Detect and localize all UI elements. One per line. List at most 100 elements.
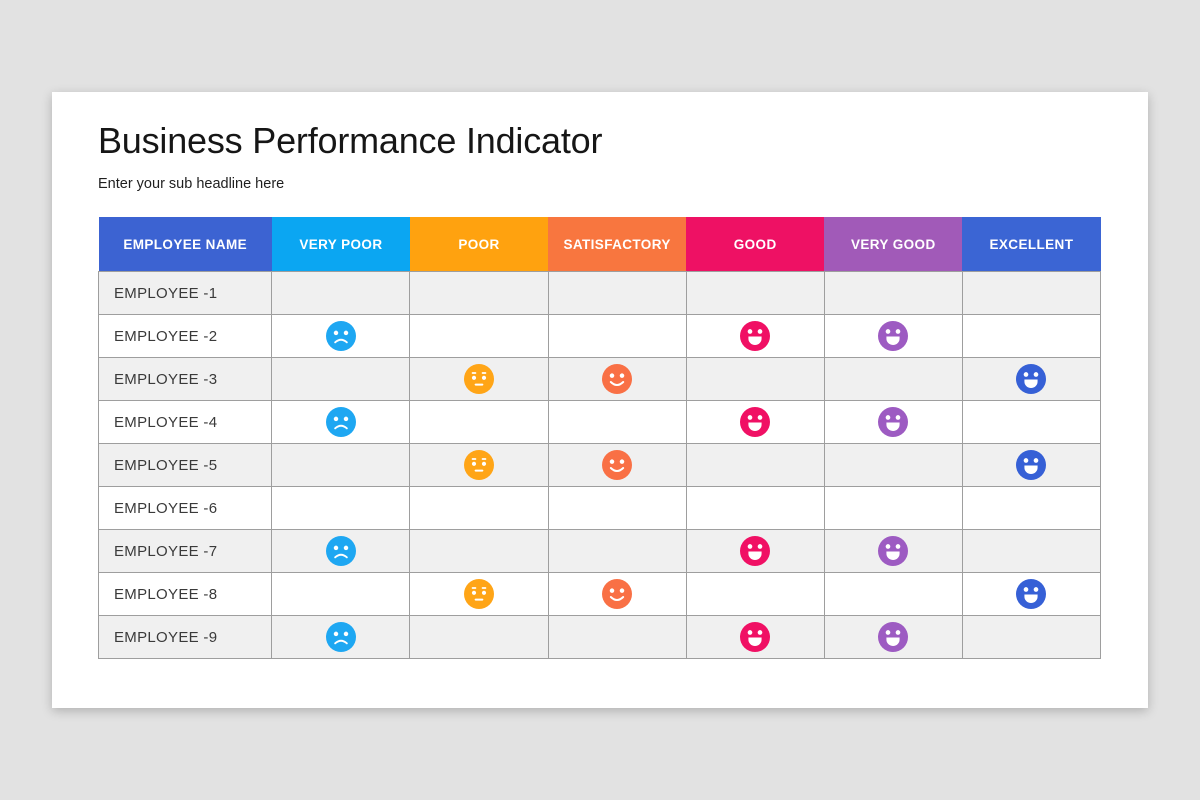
rating-cell-very_poor: [271, 529, 411, 573]
rating-cell-good: [685, 271, 825, 315]
page-subtitle: Enter your sub headline here: [98, 176, 285, 192]
rating-cell-good: [685, 572, 825, 616]
sad-face-icon: [325, 536, 356, 566]
rating-cell-satisfactory: [547, 486, 687, 530]
page-title: Business Performance Indicator: [98, 120, 603, 161]
grinning-face-icon: [740, 536, 771, 566]
rating-cell-satisfactory: [547, 357, 687, 401]
column-header-satisfactory: SATISFACTORY: [548, 217, 687, 272]
grinning-face-icon: [1016, 364, 1047, 394]
rating-cell-very_good: [823, 615, 963, 659]
neutral-face-icon: [464, 450, 494, 480]
rating-cell-satisfactory: [547, 529, 687, 573]
employee-name-cell: EMPLOYEE -7: [97, 529, 273, 573]
rating-cell-good: [685, 615, 825, 659]
column-header-very_good: VERY GOOD: [824, 217, 963, 272]
rating-cell-excellent: [961, 572, 1102, 616]
rating-cell-good: [685, 529, 825, 573]
rating-cell-excellent: [961, 486, 1102, 530]
rating-cell-poor: [409, 615, 549, 659]
employee-name-cell: EMPLOYEE -9: [97, 615, 273, 659]
rating-cell-very_poor: [271, 486, 411, 530]
grinning-face-icon: [878, 407, 909, 437]
grinning-face-icon: [1016, 450, 1047, 480]
rating-cell-very_good: [823, 314, 963, 358]
rating-cell-poor: [409, 400, 549, 444]
rating-cell-very_good: [823, 400, 963, 444]
rating-cell-excellent: [961, 400, 1102, 444]
rating-cell-satisfactory: [547, 615, 687, 659]
slide-content: Business Performance Indicator Enter you…: [52, 92, 1148, 659]
grinning-face-icon: [878, 536, 909, 566]
rating-cell-very_good: [823, 486, 963, 530]
rating-cell-satisfactory: [547, 443, 687, 487]
rating-cell-poor: [409, 357, 549, 401]
rating-cell-poor: [409, 486, 549, 530]
rating-cell-very_good: [823, 357, 963, 401]
grinning-face-icon: [1016, 579, 1047, 609]
grinning-face-icon: [740, 407, 771, 437]
smiley-face-icon: [602, 450, 633, 480]
employee-name-cell: EMPLOYEE -4: [97, 400, 273, 444]
employee-name-cell: EMPLOYEE -5: [97, 443, 273, 487]
table-row: EMPLOYEE -3: [97, 357, 1102, 401]
rating-cell-satisfactory: [547, 572, 687, 616]
rating-cell-very_poor: [271, 572, 411, 616]
rating-cell-very_poor: [271, 314, 411, 358]
rating-cell-poor: [409, 572, 549, 616]
performance-table: EMPLOYEE NAME VERY POOR POOR SATISFACTORY GO…: [97, 217, 1102, 659]
neutral-face-icon: [464, 579, 494, 609]
rating-cell-very_good: [823, 529, 963, 573]
table-row: EMPLOYEE -7: [97, 529, 1102, 573]
rating-cell-satisfactory: [547, 271, 687, 315]
slide-card: Business Performance Indicator Enter you…: [52, 92, 1148, 708]
table-row: EMPLOYEE -4: [97, 400, 1102, 444]
column-header-good: GOOD: [686, 217, 825, 272]
rating-cell-poor: [409, 271, 549, 315]
table-header-row: EMPLOYEE NAME VERY POOR POOR SATISFACTORY GO…: [98, 217, 1101, 272]
table-row: EMPLOYEE -2: [97, 314, 1102, 358]
rating-cell-poor: [409, 314, 549, 358]
rating-cell-very_poor: [271, 271, 411, 315]
table-body: EMPLOYEE -1 EMPLOYEE -2 EMPLOYEE -3 EMPLOYE…: [97, 271, 1102, 659]
grinning-face-icon: [878, 321, 909, 351]
rating-cell-good: [685, 443, 825, 487]
rating-cell-excellent: [961, 271, 1102, 315]
employee-name-cell: EMPLOYEE -3: [97, 357, 273, 401]
table-row: EMPLOYEE -9: [97, 615, 1102, 659]
grinning-face-icon: [740, 321, 771, 351]
rating-cell-poor: [409, 443, 549, 487]
sad-face-icon: [325, 622, 356, 652]
column-header-excellent: EXCELLENT: [962, 217, 1101, 272]
column-header-poor: POOR: [409, 217, 549, 272]
employee-name-cell: EMPLOYEE -6: [97, 486, 273, 530]
rating-cell-very_poor: [271, 615, 411, 659]
employee-name-cell: EMPLOYEE -2: [97, 314, 273, 358]
rating-cell-very_good: [823, 572, 963, 616]
employee-name-cell: EMPLOYEE -8: [97, 572, 273, 616]
rating-cell-very_poor: [271, 443, 411, 487]
neutral-face-icon: [464, 364, 494, 394]
rating-cell-good: [685, 486, 825, 530]
column-header-name: EMPLOYEE NAME: [98, 217, 272, 272]
rating-cell-satisfactory: [547, 314, 687, 358]
table-row: EMPLOYEE -8: [97, 572, 1102, 616]
rating-cell-good: [685, 400, 825, 444]
rating-cell-excellent: [961, 314, 1102, 358]
sad-face-icon: [325, 407, 356, 437]
rating-cell-very_poor: [271, 400, 411, 444]
sad-face-icon: [325, 321, 356, 351]
table-row: EMPLOYEE -6: [97, 486, 1102, 530]
rating-cell-excellent: [961, 615, 1102, 659]
rating-cell-excellent: [961, 443, 1102, 487]
grinning-face-icon: [878, 622, 909, 652]
table-row: EMPLOYEE -1: [97, 271, 1102, 315]
rating-cell-good: [685, 357, 825, 401]
rating-cell-excellent: [961, 529, 1102, 573]
rating-cell-excellent: [961, 357, 1102, 401]
column-header-very_poor: VERY POOR: [271, 217, 410, 272]
grinning-face-icon: [740, 622, 771, 652]
rating-cell-very_good: [823, 443, 963, 487]
rating-cell-satisfactory: [547, 400, 687, 444]
